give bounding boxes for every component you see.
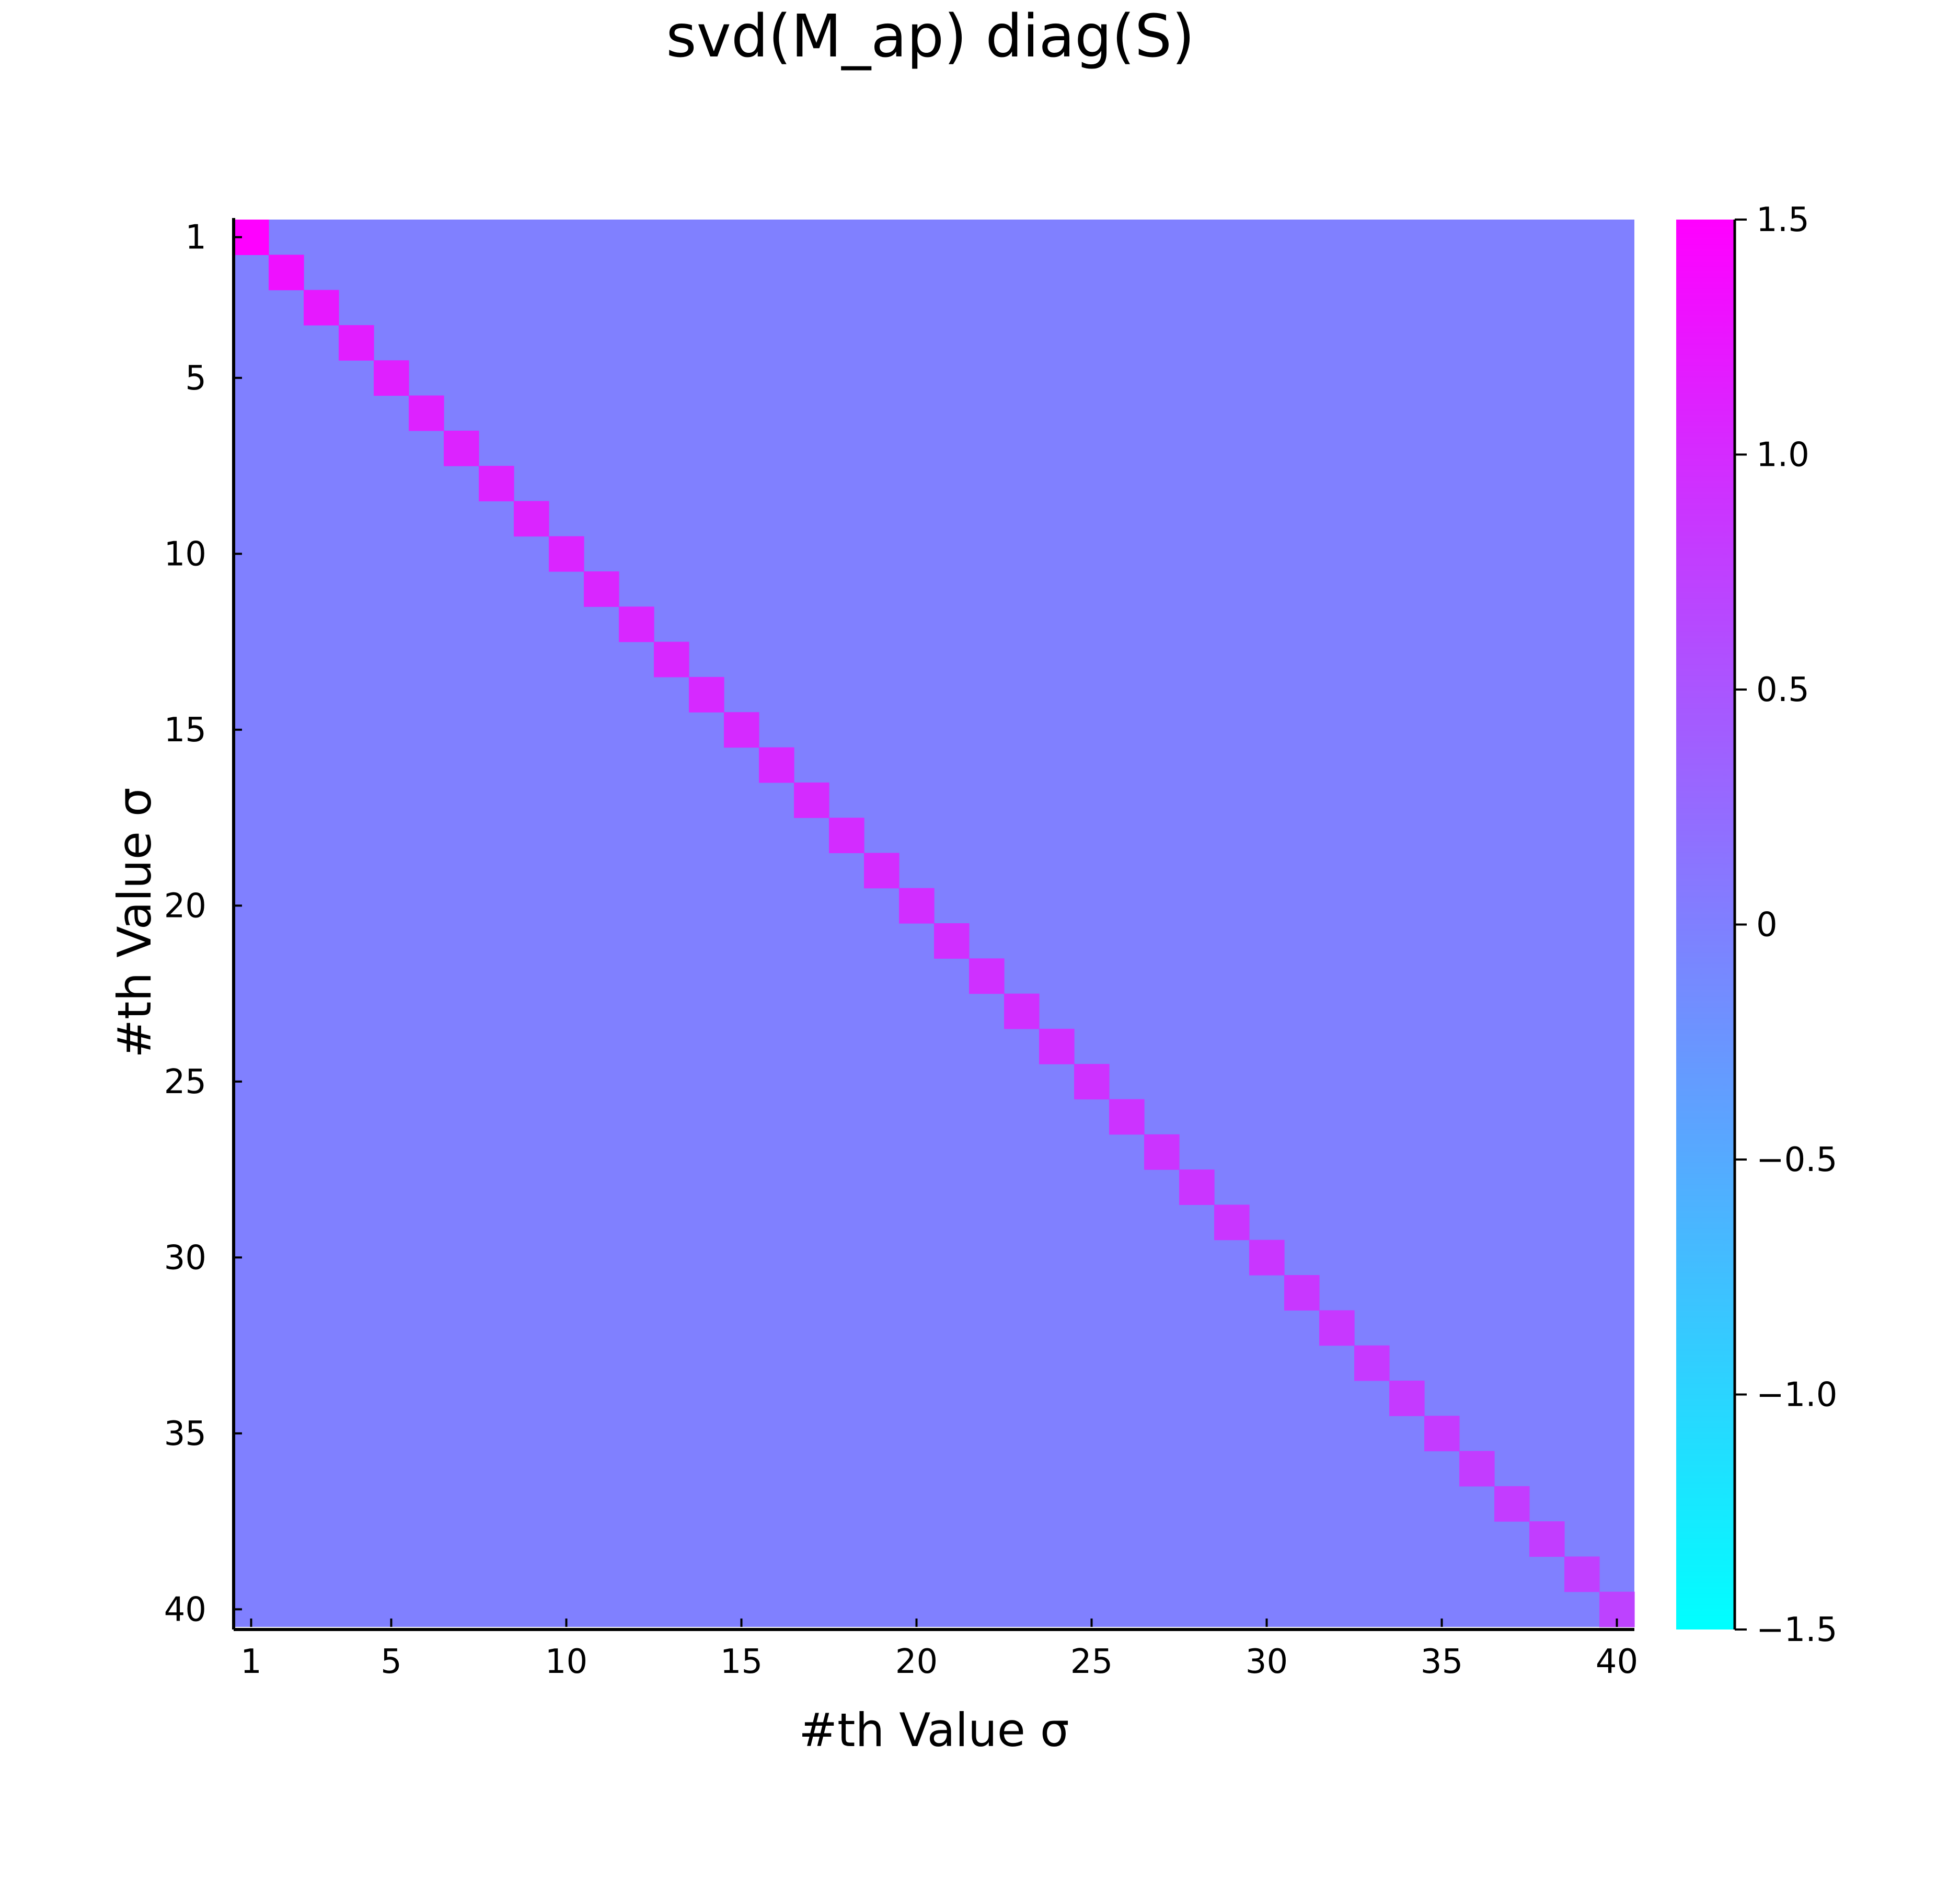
heatmap-cell-diag-11 — [584, 571, 619, 607]
heatmap-cell-diag-30 — [1249, 1240, 1285, 1276]
heatmap-cell-diag-31 — [1284, 1275, 1320, 1311]
heatmap-cell-diag-20 — [899, 888, 935, 924]
heatmap-cell-diag-8 — [479, 466, 514, 501]
y-tick-label: 20 — [164, 887, 206, 925]
heatmap-cell-diag-24 — [1039, 1028, 1075, 1064]
x-tick-label: 40 — [1596, 1643, 1638, 1681]
heatmap-cell-diag-37 — [1494, 1486, 1530, 1522]
y-tick-label: 40 — [164, 1590, 206, 1629]
x-tick-label: 1 — [240, 1643, 262, 1681]
heatmap-cell-diag-25 — [1074, 1064, 1110, 1100]
heatmap-cell-diag-16 — [759, 747, 794, 783]
heatmap-cell-diag-21 — [934, 923, 970, 959]
heatmap-cell-diag-32 — [1319, 1310, 1355, 1346]
y-axis-label: #th Value σ — [108, 787, 162, 1058]
colorbar-tick-label: 0 — [1756, 906, 1778, 945]
heatmap-cell-diag-28 — [1179, 1169, 1215, 1205]
heatmap-cell-diag-34 — [1389, 1380, 1425, 1416]
heatmap-cell-diag-4 — [339, 325, 374, 361]
heatmap-cell-diag-36 — [1459, 1451, 1495, 1487]
heatmap-cell-diag-27 — [1144, 1134, 1180, 1170]
y-tick-label: 10 — [164, 535, 206, 573]
heatmap-cell-diag-3 — [304, 290, 339, 326]
heatmap-cell-diag-14 — [689, 676, 724, 713]
heatmap-cell-diag-13 — [654, 641, 689, 678]
y-tick-label: 25 — [164, 1063, 206, 1101]
y-tick-label: 15 — [164, 711, 206, 750]
colorbar-tick-label: 1.5 — [1756, 201, 1809, 239]
heatmap-cell-diag-29 — [1214, 1204, 1250, 1241]
heatmap-cell-diag-22 — [969, 958, 1005, 994]
x-tick-label: 25 — [1070, 1643, 1113, 1681]
x-tick-label: 10 — [545, 1643, 587, 1681]
x-tick-label: 35 — [1421, 1643, 1463, 1681]
heatmap-cell-diag-6 — [409, 395, 444, 431]
heatmap-cell-diag-26 — [1109, 1099, 1145, 1135]
heatmap-cell-diag-12 — [619, 606, 654, 642]
colorbar-tick-label: −0.5 — [1756, 1141, 1837, 1179]
y-tick-label: 35 — [164, 1415, 206, 1453]
x-tick-label: 15 — [720, 1643, 763, 1681]
heatmap-cell-diag-15 — [724, 712, 759, 748]
heatmap-cell-diag-38 — [1529, 1521, 1565, 1557]
heatmap-cell-diag-19 — [864, 853, 900, 889]
colorbar-tick-label: 0.5 — [1756, 671, 1809, 709]
x-axis-ticks: 1 5 10 15 20 25 30 35 40 — [240, 1619, 1638, 1681]
heatmap-cell-diag-39 — [1564, 1556, 1600, 1592]
heatmap-cell-diag-7 — [444, 430, 479, 466]
y-tick-label: 5 — [185, 359, 206, 398]
heatmap-cell-diag-18 — [829, 818, 864, 853]
x-tick-label: 5 — [381, 1643, 402, 1681]
colorbar-ticks: 1.5 1.0 0.5 0 −0.5 −1.0 −1.5 — [1735, 201, 1837, 1649]
heatmap-cell-diag-23 — [1004, 993, 1040, 1029]
heatmap-cell-diag-2 — [269, 255, 304, 291]
colorbar-tick-label: −1.5 — [1756, 1611, 1837, 1649]
heatmap-cell-diag-33 — [1354, 1345, 1390, 1381]
x-axis-label: #th Value σ — [799, 1703, 1069, 1757]
chart-title: svd(M_ap) diag(S) — [666, 3, 1195, 71]
colorbar-tick-label: 1.0 — [1756, 436, 1809, 475]
heatmap-cell-diag-17 — [794, 782, 829, 818]
x-tick-label: 30 — [1246, 1643, 1288, 1681]
y-tick-label: 1 — [185, 219, 206, 257]
heatmap-cell-diag-10 — [549, 536, 584, 572]
colorbar — [1676, 220, 1735, 1629]
heatmap-cell-diag-35 — [1424, 1416, 1460, 1452]
x-tick-label: 20 — [895, 1643, 938, 1681]
colorbar-tick-label: −1.0 — [1756, 1376, 1837, 1415]
heatmap-cell-diag-5 — [374, 360, 409, 396]
y-tick-label: 30 — [164, 1238, 206, 1277]
heatmap-cells — [234, 220, 1635, 1627]
heatmap-cell-diag-9 — [514, 501, 549, 537]
